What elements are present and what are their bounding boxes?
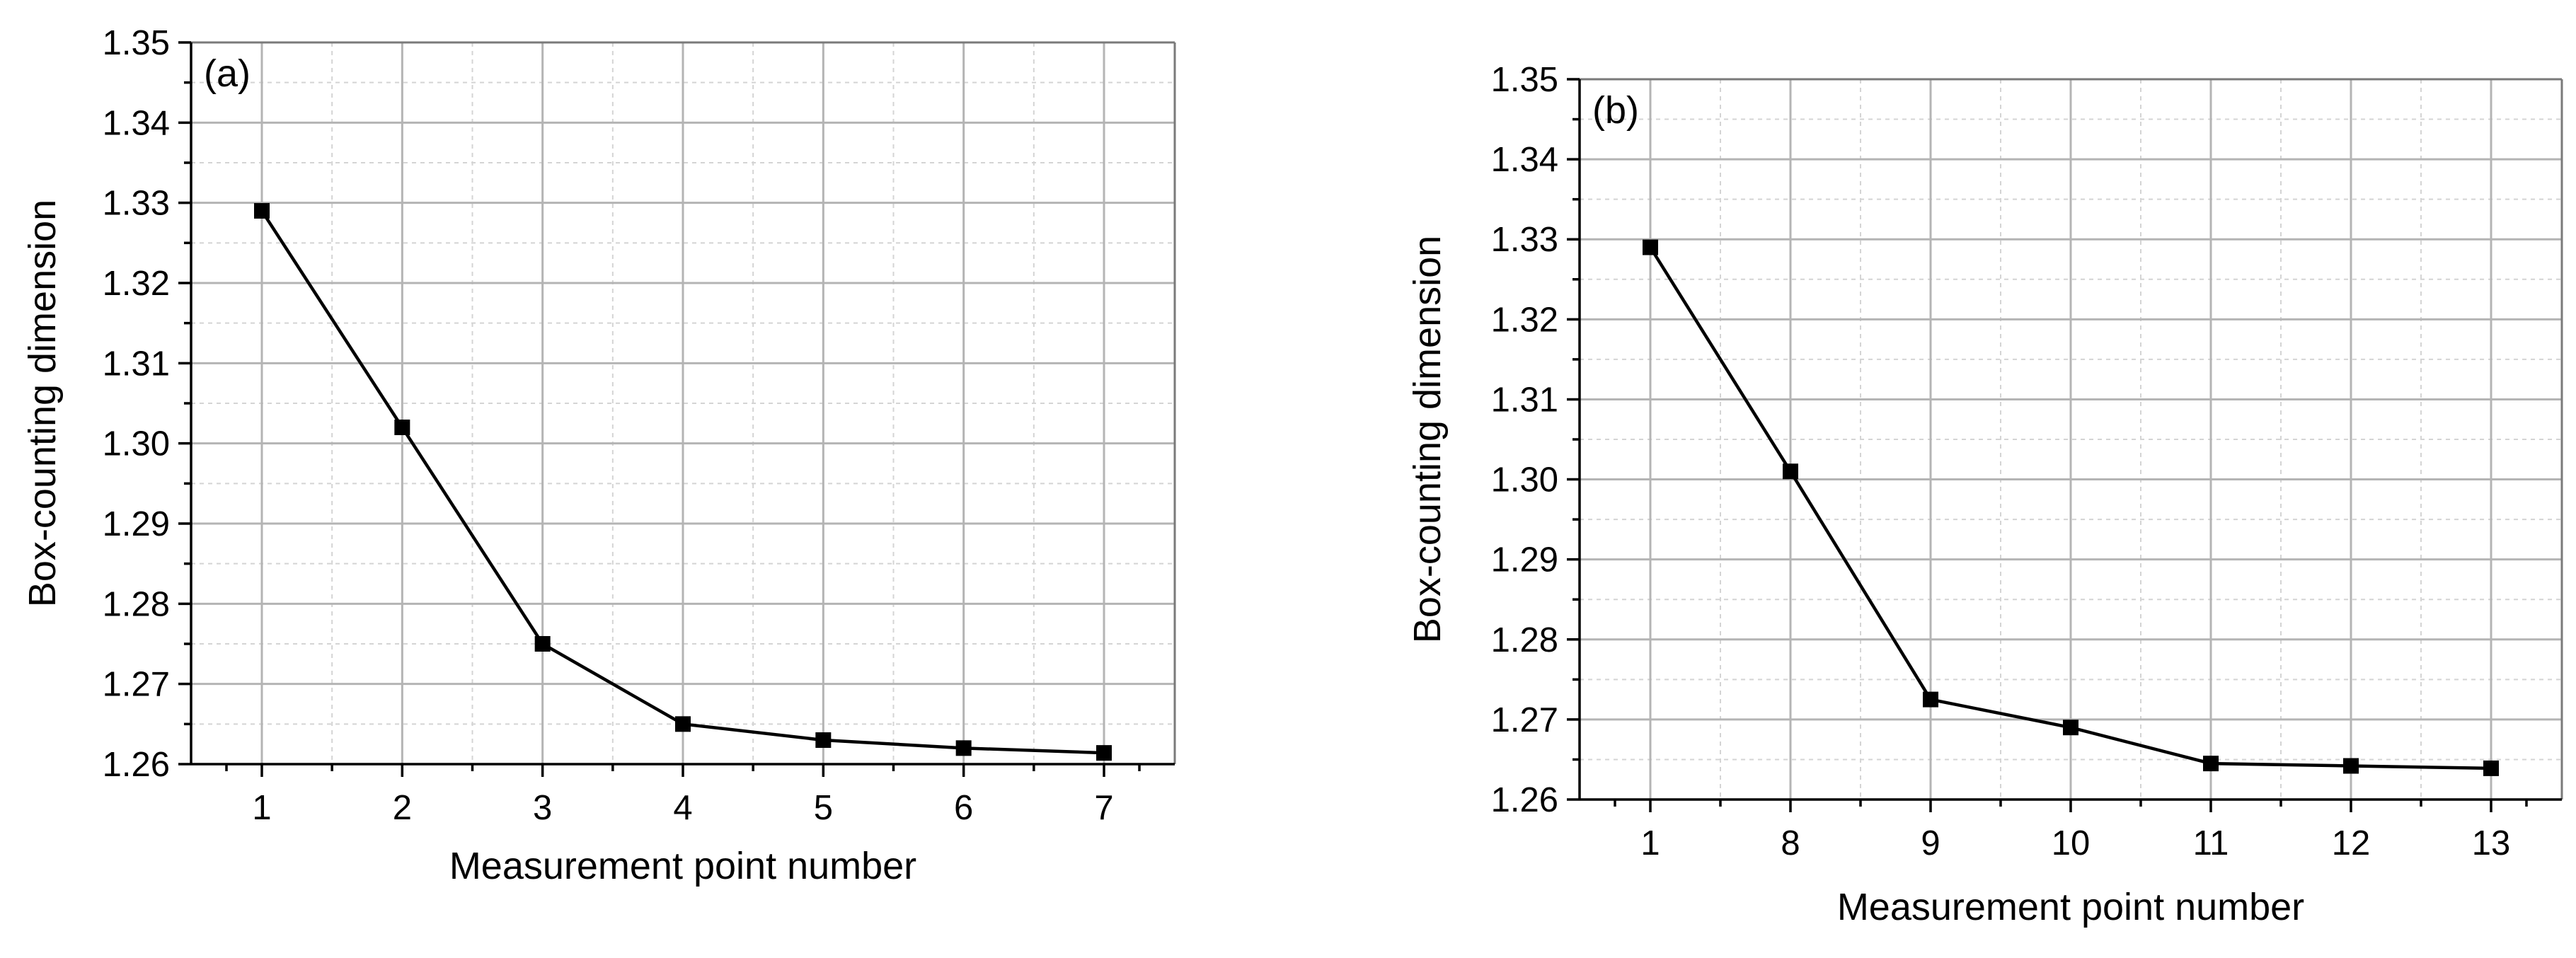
y-tick-label: 1.27 (103, 666, 170, 704)
x-axis-label: Measurement point number (1837, 886, 2304, 928)
x-tick-label: 7 (1094, 789, 1113, 827)
data-point (2343, 758, 2359, 774)
x-tick-label: 8 (1781, 824, 1800, 862)
data-point (815, 732, 832, 748)
y-tick-label: 1.26 (103, 746, 170, 784)
y-tick-label: 1.28 (103, 585, 170, 623)
x-tick-label: 6 (954, 789, 973, 827)
panel-label: (b) (1592, 89, 1639, 132)
y-axis-label: Box-counting dimension (21, 200, 64, 607)
y-tick-label: 1.29 (103, 505, 170, 543)
x-axis-label: Measurement point number (449, 845, 916, 887)
data-point (534, 636, 551, 652)
y-tick-label: 1.30 (1491, 461, 1558, 500)
data-point (2203, 756, 2219, 772)
x-tick-label: 4 (673, 789, 692, 827)
y-tick-label: 1.29 (1491, 541, 1558, 579)
x-tick-label: 5 (814, 789, 833, 827)
data-point (2063, 720, 2078, 736)
data-point (1096, 745, 1112, 761)
y-tick-label: 1.31 (103, 345, 170, 383)
data-point (2483, 760, 2499, 776)
x-tick-label: 13 (2472, 824, 2511, 862)
x-tick-label: 3 (533, 789, 552, 827)
x-tick-label: 12 (2332, 824, 2371, 862)
chart-panel-a: 1.26 1.27 1.28 1.29 1.30 1.31 1.32 1.33 1.34 1.35… (21, 24, 1176, 887)
data-point (675, 716, 691, 732)
y-tick-label: 1.32 (103, 265, 170, 303)
chart-panel-b: 1.26 1.27 1.28 1.29 1.30 1.31 1.32 1.33 1.34 1.35… (1406, 61, 2563, 928)
y-tick-label: 1.32 (1491, 301, 1558, 339)
data-point (955, 740, 972, 756)
y-tick-label: 1.34 (1491, 141, 1558, 179)
x-tick-label: 1 (252, 789, 271, 827)
x-tick-label: 10 (2052, 824, 2091, 862)
y-tick-label: 1.31 (1491, 381, 1558, 419)
data-point (1643, 239, 1658, 255)
y-tick-label: 1.27 (1491, 701, 1558, 739)
y-tick-label: 1.33 (1491, 221, 1558, 259)
data-point (1783, 463, 1798, 480)
y-tick-label: 1.35 (1491, 61, 1558, 99)
y-tick-label: 1.26 (1491, 781, 1558, 819)
x-tick-label: 1 (1640, 824, 1660, 862)
data-point (394, 420, 410, 435)
y-tick-label: 1.35 (103, 24, 170, 62)
x-tick-label: 11 (2193, 824, 2229, 862)
x-tick-label: 2 (393, 789, 412, 827)
x-tick-label: 9 (1921, 824, 1940, 862)
y-tick-label: 1.34 (103, 104, 170, 142)
data-point (1923, 691, 1938, 708)
panel-label: (a) (204, 52, 251, 95)
data-point (254, 203, 270, 219)
y-tick-label: 1.33 (103, 185, 170, 223)
y-axis-label: Box-counting dimension (1406, 236, 1449, 643)
y-tick-label: 1.30 (103, 425, 170, 463)
y-tick-label: 1.28 (1491, 621, 1558, 659)
